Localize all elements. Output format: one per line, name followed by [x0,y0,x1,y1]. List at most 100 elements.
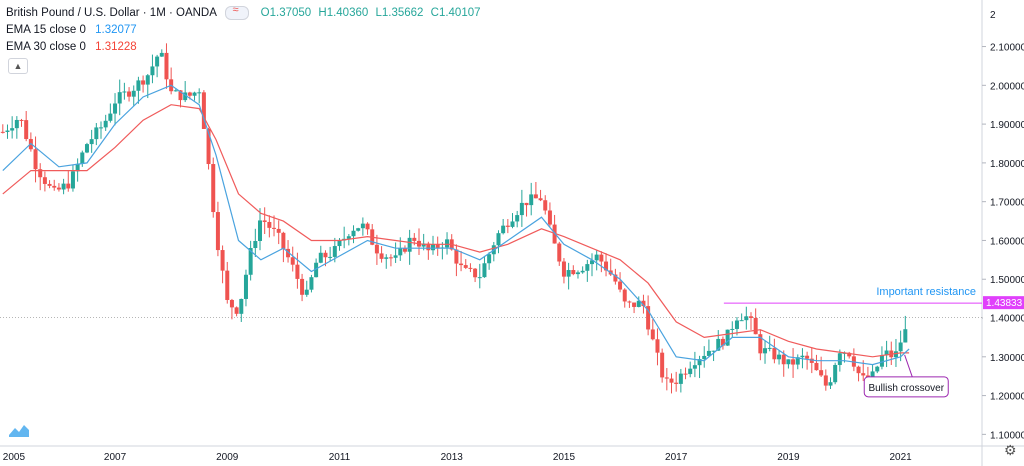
candle-body [122,91,127,93]
candle-body [547,210,552,225]
candle-body [328,256,333,258]
candle-body [42,177,47,184]
candle-body [791,359,796,365]
candle-body [805,355,810,359]
candle-body [356,228,361,231]
candle-body [800,355,805,358]
symbol-title: British Pound / U.S. Dollar · 1M · OANDA [6,7,217,20]
candle-body [870,371,875,378]
candle-body [875,366,880,372]
y-tick-label: 1.80000 [990,159,1024,170]
candle-body [5,130,10,132]
candle-body [159,52,164,57]
candle-body [473,268,478,278]
candle-body [402,248,407,252]
resistance-price-value: 1.43833 [986,298,1023,309]
candle-body [879,355,884,367]
candle-body [243,274,248,299]
candle-body [257,220,262,241]
candle-body [529,194,534,206]
y-tick-label: 1.60000 [990,236,1024,247]
indicator-ema30[interactable]: EMA 30 close 0 1.31228 [6,41,137,53]
candle-body [421,243,426,247]
candle-body [155,56,160,67]
y-tick-label: 2 [990,10,996,21]
candle-body [856,366,861,374]
candle-body [197,92,202,94]
candle-body [187,92,192,96]
indicator-ema15[interactable]: EMA 15 close 0 1.32077 [6,24,137,36]
candle-body [431,244,436,251]
candle-body [398,248,403,256]
candle-body [618,281,623,290]
candle-body [725,329,730,346]
candle-body [575,272,580,275]
y-tick-label: 1.70000 [990,198,1024,209]
candle-body [543,200,548,211]
candle-body [884,350,889,356]
candle-body [407,237,412,252]
candle-body [220,250,225,271]
candle-body [552,224,557,244]
candle-body [300,278,305,295]
candle-body [164,52,169,80]
candle-body [206,128,211,165]
y-tick-label: 1.50000 [990,275,1024,286]
candle-body [295,264,300,279]
candle-body [374,244,379,254]
candle-body [599,254,604,262]
candle-body [561,261,566,277]
candle-body [117,92,122,104]
crossover-callout-label: Bullish crossover [868,383,944,394]
candle-body [262,220,267,222]
chart-header: British Pound / U.S. Dollar · 1M · OANDA… [6,4,485,20]
candle-body [692,365,697,369]
resistance-price-tag [983,296,1024,310]
candle-body [496,233,501,246]
y-tick-label: 1.10000 [990,430,1024,441]
candle-body [903,329,908,343]
x-tick-label: 2009 [216,452,239,463]
candle-body [777,354,782,360]
candle-body [108,113,113,121]
indicator-ema30-value: 1.31228 [95,41,137,53]
candle-body [360,223,365,229]
candle-body [225,270,230,300]
candle-body [604,261,609,271]
ema15-line [2,84,910,366]
compare-toggle[interactable] [225,4,250,20]
open-value: O1.37050 [260,7,312,20]
candle-body [84,144,89,153]
candle-body [833,364,838,383]
candle-body [393,255,398,258]
candle-body [80,152,85,164]
candle-body [646,306,651,330]
x-tick-label: 2015 [553,452,576,463]
candle-body [819,370,824,376]
candle-body [47,183,52,186]
candle-body [594,254,599,261]
candle-body [459,263,464,266]
candle-body [253,240,258,249]
indicator-ema30-label: EMA 30 close 0 [6,41,86,53]
candle-body [70,171,75,189]
settings-gear-icon[interactable]: ⚙ [1004,442,1017,458]
x-tick-label: 2005 [3,452,26,463]
candle-body [524,202,529,206]
candle-body [730,328,735,330]
candle-body [61,183,66,190]
candle-body [103,120,108,128]
collapse-legend-button[interactable]: ▲ [8,58,28,74]
candle-body [173,90,178,92]
candle-body [127,91,132,97]
candle-body [463,265,468,268]
x-tick-label: 2011 [329,452,351,463]
candle-body [669,378,674,383]
candle-body [99,127,104,129]
candle-body [113,103,118,114]
candle-body [365,223,370,230]
candle-body [136,80,141,91]
candle-body [510,221,515,227]
candle-body [557,243,562,262]
candle-body [66,183,71,189]
